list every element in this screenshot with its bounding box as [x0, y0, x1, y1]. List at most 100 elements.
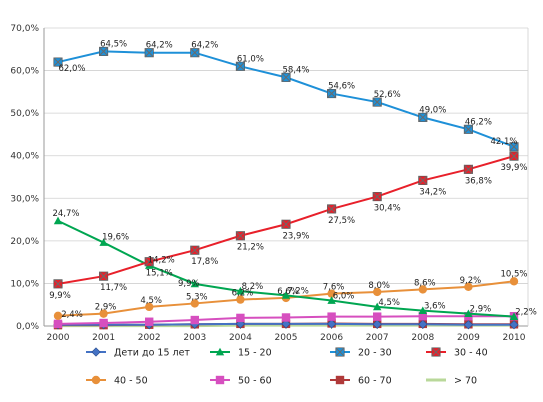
series-point [418, 306, 427, 315]
data-label: 62,0% [58, 64, 85, 74]
marker-cross [235, 231, 245, 241]
series-point [236, 313, 245, 323]
marker-cross [281, 219, 291, 229]
data-label: 27,5% [328, 216, 355, 226]
y-tick-label: 20,0% [10, 237, 39, 247]
series-point [418, 319, 428, 329]
data-label: 9,2% [460, 276, 482, 286]
x-tick-label: 2000 [47, 333, 70, 343]
series-3 [53, 151, 519, 289]
marker-cross [190, 245, 200, 255]
data-label: 61,0% [237, 54, 264, 64]
x-tick-label: 2010 [503, 333, 526, 343]
data-label: 54,6% [328, 82, 355, 92]
series-point [281, 72, 291, 82]
series-point [281, 291, 291, 299]
data-label: 9,9% [49, 291, 71, 301]
legend-label: 40 - 50 [114, 376, 148, 387]
series-point [53, 57, 63, 67]
marker-cross [509, 151, 519, 161]
data-label: 34,2% [419, 187, 446, 197]
series-point [99, 318, 108, 328]
data-label: 8,6% [414, 278, 436, 288]
data-label: 4,5% [378, 298, 400, 308]
data-label: 19,6% [102, 233, 129, 243]
series-point [327, 312, 336, 321]
series-point [509, 320, 519, 330]
marker-cross [327, 204, 337, 214]
marker-cross [281, 72, 291, 82]
data-label: 49,0% [419, 105, 446, 115]
data-label: 46,2% [465, 117, 492, 127]
legend-label: 60 - 70 [358, 376, 392, 387]
data-label: 6,0% [333, 291, 355, 301]
y-tick-label: 0,0% [16, 322, 39, 332]
marker-cross [53, 57, 63, 67]
legend-marker [335, 347, 345, 357]
marker-cross [418, 112, 428, 122]
series-point [327, 296, 336, 304]
data-label: 8,2% [242, 282, 264, 292]
marker-cross [463, 124, 473, 134]
data-label: 64,2% [191, 41, 218, 51]
series-point [281, 219, 291, 229]
series-point [463, 124, 473, 134]
series-point [235, 231, 245, 241]
y-tick-label: 10,0% [10, 279, 39, 289]
series-point [463, 164, 473, 174]
x-tick-label: 2009 [457, 333, 480, 343]
series-point [53, 216, 63, 225]
series-point [372, 192, 382, 202]
series-point [53, 279, 63, 289]
marker-cross [144, 48, 154, 58]
legend-label: Дети до 15 лет [114, 348, 190, 359]
y-tick-label: 70,0% [10, 24, 39, 34]
series-2 [53, 46, 519, 152]
series-point [373, 312, 382, 321]
series-point [190, 279, 199, 288]
series-point [464, 282, 473, 292]
legend-marker [335, 375, 345, 385]
series-point [235, 61, 245, 71]
x-tick-label: 2006 [320, 333, 343, 343]
marker-cross [144, 257, 154, 267]
marker-cross [190, 48, 200, 58]
data-label: 14,2% [148, 256, 175, 266]
series-point [373, 302, 382, 311]
data-label: 6,2% [232, 289, 254, 299]
legend-marker [215, 347, 225, 356]
data-label: 6,6% [277, 287, 299, 297]
series-point [99, 46, 109, 56]
marker-cross [235, 61, 245, 71]
series-point [418, 285, 427, 294]
x-tick-label: 2002 [138, 333, 161, 343]
series-point [418, 112, 428, 122]
series-point [372, 97, 382, 107]
x-tick-label: 2004 [229, 333, 252, 343]
series-point [418, 175, 428, 185]
marker-cross [99, 271, 109, 281]
marker-cross [463, 164, 473, 174]
marker-cross [418, 175, 428, 185]
legend-label: 15 - 20 [238, 348, 272, 359]
series-point [99, 271, 109, 281]
marker-cross [509, 142, 519, 152]
y-axis: 0,0% 10,0% 20,0% 30,0% 40,0% 50,0% 60,0% 70,0% [10, 24, 39, 332]
data-label: 10,5% [500, 269, 527, 279]
data-label: 23,9% [282, 231, 309, 241]
x-tick-label: 2008 [411, 333, 434, 343]
marker-cross [372, 97, 382, 107]
data-label: 39,9% [500, 163, 527, 173]
legend-marker [91, 347, 101, 357]
marker-cross [53, 279, 63, 289]
series-point [509, 142, 519, 152]
data-label: 11,7% [100, 283, 127, 293]
series-point [190, 299, 199, 308]
series-point [53, 311, 63, 320]
marker-cross [372, 192, 382, 202]
series-point [53, 319, 63, 329]
data-label: 64,2% [146, 41, 173, 51]
data-label: 8,0% [368, 281, 390, 291]
legend-item: 60 - 70 [330, 376, 392, 387]
legend-label: 30 - 40 [454, 348, 488, 359]
